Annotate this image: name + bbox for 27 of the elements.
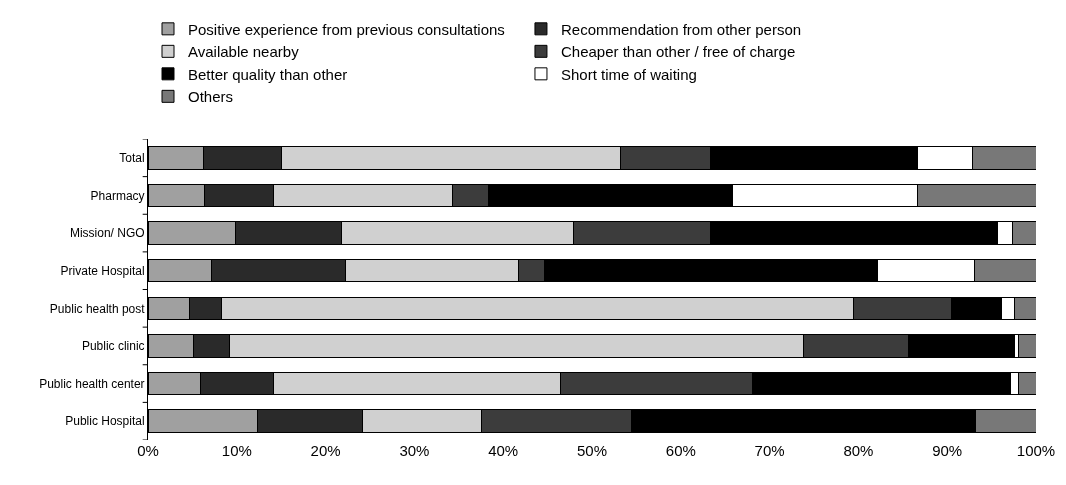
x-tick-label: 40% bbox=[488, 442, 519, 459]
y-tick-label: Pharmacy bbox=[90, 188, 145, 203]
x-tick-label: 10% bbox=[221, 442, 252, 459]
x-tick-label: 0% bbox=[137, 442, 159, 459]
x-tick-label: 70% bbox=[754, 442, 785, 459]
legend-label: Available nearby bbox=[188, 43, 300, 61]
y-tick-label: Total bbox=[119, 151, 145, 166]
y-tick-label: Public health post bbox=[49, 301, 146, 316]
x-tick-label: 60% bbox=[665, 442, 696, 459]
legend-label: Others bbox=[188, 88, 234, 106]
legend-label: Short time of waiting bbox=[560, 65, 697, 83]
x-tick-label: 30% bbox=[399, 442, 430, 459]
x-tick-label: 80% bbox=[843, 442, 874, 459]
y-tick-label: Public Hospital bbox=[65, 414, 145, 429]
y-tick-label: Public health center bbox=[39, 376, 145, 391]
legend-label: Recommendation from other person bbox=[560, 20, 802, 38]
x-tick-label: 90% bbox=[932, 442, 963, 459]
y-tick-label: Private Hospital bbox=[60, 263, 145, 278]
x-tick-label: 50% bbox=[576, 442, 608, 459]
legend-label: Cheaper than other / free of charge bbox=[560, 43, 796, 61]
x-tick-label: 20% bbox=[310, 442, 341, 459]
y-tick-label: Public clinic bbox=[81, 339, 145, 354]
bar bbox=[1017, 334, 1036, 358]
legend-label: Better quality than other bbox=[188, 65, 348, 83]
y-tick-label: Mission/ NGO bbox=[69, 226, 145, 241]
legend-label: Positive experience from previous consultations bbox=[188, 20, 505, 38]
x-tick-label: 100% bbox=[1016, 442, 1056, 459]
